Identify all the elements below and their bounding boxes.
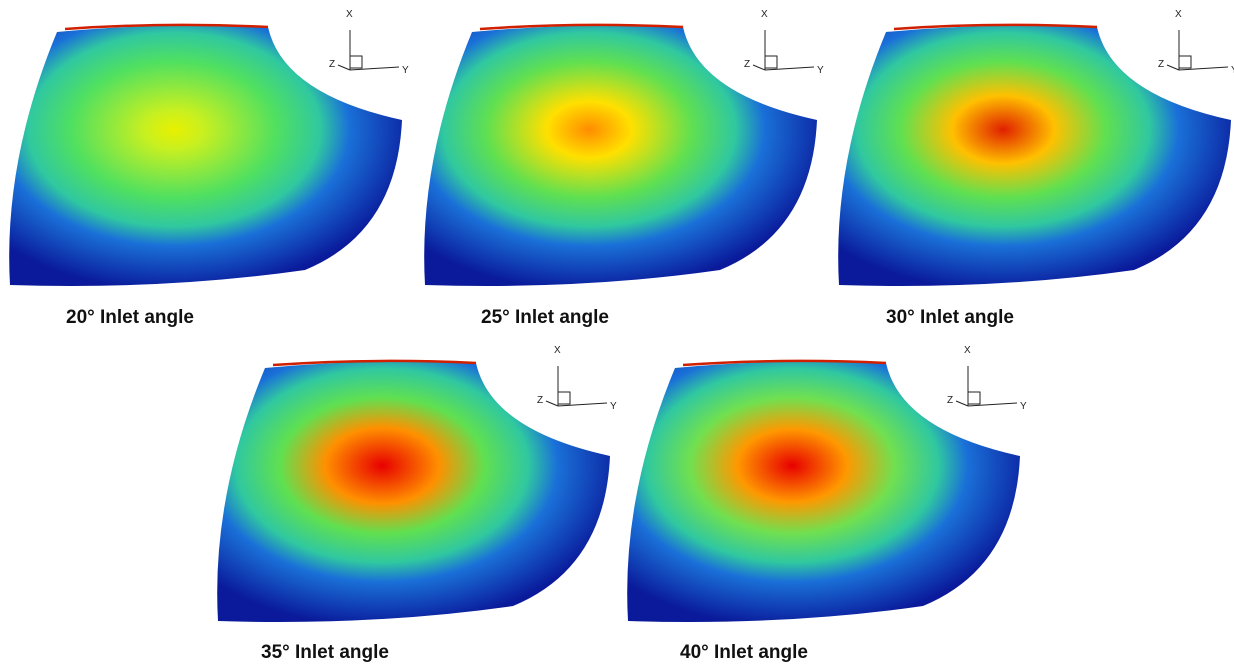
axis-label: X bbox=[346, 9, 353, 20]
axis-label: Y bbox=[817, 65, 824, 76]
contour-surface bbox=[424, 25, 817, 286]
contour-surface bbox=[627, 361, 1020, 622]
axis-label: X bbox=[964, 345, 971, 356]
contour-surface bbox=[838, 25, 1231, 286]
axis-triad: X Y Z bbox=[329, 9, 409, 76]
panel: XYZ bbox=[838, 9, 1234, 286]
panel-caption: 25° Inlet angle bbox=[481, 307, 609, 328]
panel: X Y Z bbox=[217, 345, 617, 622]
axis-label: Z bbox=[744, 59, 750, 70]
axis-label: Z bbox=[1158, 59, 1164, 70]
axis-label: Z bbox=[537, 395, 543, 406]
axis-label: X bbox=[1175, 9, 1182, 20]
panel: X Y Z bbox=[627, 345, 1027, 622]
axis-label: X bbox=[761, 9, 768, 20]
panel-caption: 35° Inlet angle bbox=[261, 642, 389, 663]
axis-triad: X Y Z bbox=[947, 345, 1027, 412]
panel: X Y Z bbox=[424, 9, 824, 286]
panel-caption: 40° Inlet angle bbox=[680, 642, 808, 663]
axis-triad: X Y Z bbox=[537, 345, 617, 412]
axis-label: Z bbox=[329, 59, 335, 70]
figure: X Y Z 20° Inlet angle X Y Z 25° Inlet angle X Y Z 3… bbox=[0, 0, 1234, 671]
axis-label: Y bbox=[610, 401, 617, 412]
panel-caption: 30° Inlet angle bbox=[886, 307, 1014, 328]
axis-label: X bbox=[554, 345, 561, 356]
panel: X Y Z bbox=[9, 9, 409, 286]
axis-label: Y bbox=[1020, 401, 1027, 412]
axis-triad: XYZ bbox=[1158, 9, 1234, 76]
contour-surface bbox=[217, 361, 610, 622]
axis-label: Z bbox=[947, 395, 953, 406]
axis-label: Y bbox=[402, 65, 409, 76]
contour-surface bbox=[9, 25, 402, 286]
axis-triad: X Y Z bbox=[744, 9, 824, 76]
panel-caption: 20° Inlet angle bbox=[66, 307, 194, 328]
